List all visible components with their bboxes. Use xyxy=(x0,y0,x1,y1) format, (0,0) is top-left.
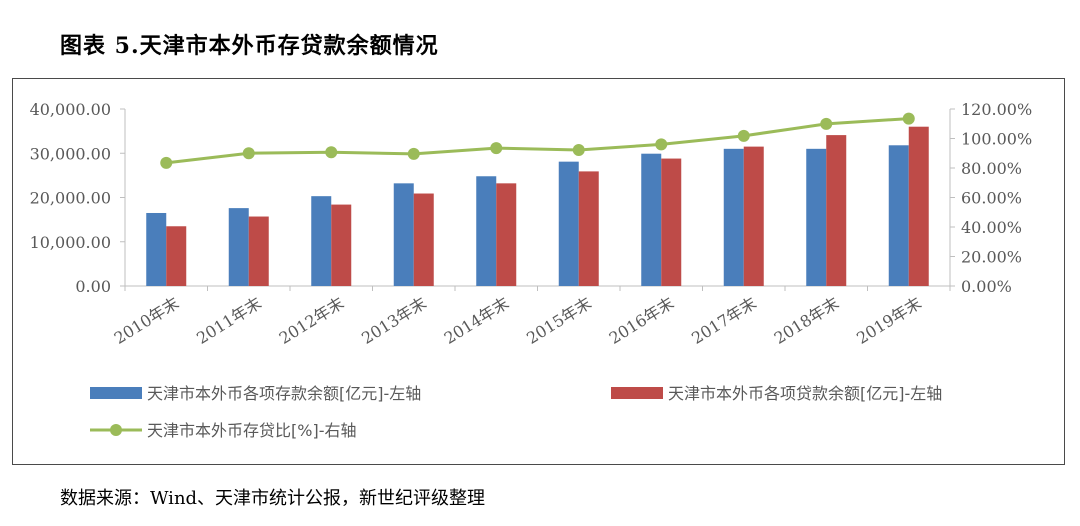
deposit-bar xyxy=(146,212,167,286)
x-axis-category-label: 2014年末 xyxy=(441,293,513,348)
deposit-bar xyxy=(723,148,744,286)
legend-label-loans: 天津市本外币各项贷款余额[亿元]-左轴 xyxy=(668,384,942,403)
loan-bar xyxy=(413,193,434,286)
left-axis-tick-label: 0.00 xyxy=(75,277,111,296)
loan-deposit-ratio-line xyxy=(166,117,909,165)
legend-label-deposits: 天津市本外币各项存款余额[亿元]-左轴 xyxy=(147,384,421,403)
deposit-bar xyxy=(888,145,909,286)
deposit-bar xyxy=(311,196,332,286)
loan-bar xyxy=(496,183,517,286)
x-axis-category-label: 2011年末 xyxy=(193,293,265,348)
loan-deposit-ratio-point xyxy=(902,112,915,125)
loan-bar xyxy=(248,216,269,286)
loan-deposit-ratio-point xyxy=(325,146,338,159)
loan-deposit-ratio-point xyxy=(160,156,173,169)
left-axis-tick-label: 40,000.00 xyxy=(30,100,111,119)
loan-deposit-ratio-point xyxy=(655,138,668,151)
loan-bar xyxy=(331,204,352,286)
right-axis-tick-label: 100.00% xyxy=(961,130,1032,149)
right-axis-tick-label: 20.00% xyxy=(961,248,1022,267)
loan-bar xyxy=(578,171,599,286)
x-axis-category-label: 2012年末 xyxy=(276,293,348,348)
deposit-bar xyxy=(558,161,579,286)
loan-deposit-ratio-point xyxy=(572,144,585,157)
x-axis-category-label: 2010年末 xyxy=(111,293,183,348)
loan-bar xyxy=(908,126,929,286)
left-axis-tick-label: 20,000.00 xyxy=(30,189,111,208)
loan-deposit-ratio-point xyxy=(242,147,255,160)
x-axis-category-label: 2017年末 xyxy=(688,293,760,348)
deposit-bar xyxy=(641,153,662,286)
x-axis-category-label: 2018年末 xyxy=(771,293,843,348)
figure-title: 图表 5.天津市本外币存贷款余额情况 xyxy=(60,33,439,59)
right-axis-tick-label: 80.00% xyxy=(961,159,1022,178)
chart-frame: 0.00 10,000.00 20,000.00 30,000.00 40,000.00… xyxy=(12,78,1065,465)
deposit-bar xyxy=(228,208,249,286)
loan-deposit-ratio-point xyxy=(737,129,750,142)
loan-bar xyxy=(166,226,187,286)
loan-bar xyxy=(826,135,847,286)
x-axis-category-label: 2019年末 xyxy=(853,293,925,348)
legend-swatch-deposits xyxy=(90,387,142,399)
x-axis-category-label: 2015年末 xyxy=(523,293,595,348)
bar-line-chart: 0.00 10,000.00 20,000.00 30,000.00 40,000.00… xyxy=(30,100,1033,440)
loan-deposit-ratio-point xyxy=(820,117,833,130)
legend-swatch-loans xyxy=(611,387,663,399)
deposit-bar xyxy=(393,183,414,286)
loan-bar xyxy=(661,158,682,286)
loan-deposit-ratio-point xyxy=(490,142,503,155)
right-axis-tick-label: 40.00% xyxy=(961,218,1022,237)
right-axis-tick-label: 0.00% xyxy=(961,277,1012,296)
x-axis-category-label: 2013年末 xyxy=(358,293,430,348)
deposit-bar xyxy=(806,148,827,286)
legend-swatch-ratio-marker xyxy=(110,424,122,436)
data-source-note: 数据来源：Wind、天津市统计公报，新世纪评级整理 xyxy=(60,488,486,509)
right-axis-tick-label: 60.00% xyxy=(961,189,1022,208)
x-axis-category-label: 2016年末 xyxy=(606,293,678,348)
left-axis-tick-label: 30,000.00 xyxy=(30,144,111,163)
legend-label-ratio: 天津市本外币存贷比[%]-右轴 xyxy=(147,421,356,440)
left-axis-tick-label: 10,000.00 xyxy=(30,233,111,252)
deposit-bar xyxy=(476,176,497,286)
right-axis-tick-label: 120.00% xyxy=(961,100,1032,119)
loan-bar xyxy=(743,146,764,286)
loan-deposit-ratio-point xyxy=(407,147,420,160)
